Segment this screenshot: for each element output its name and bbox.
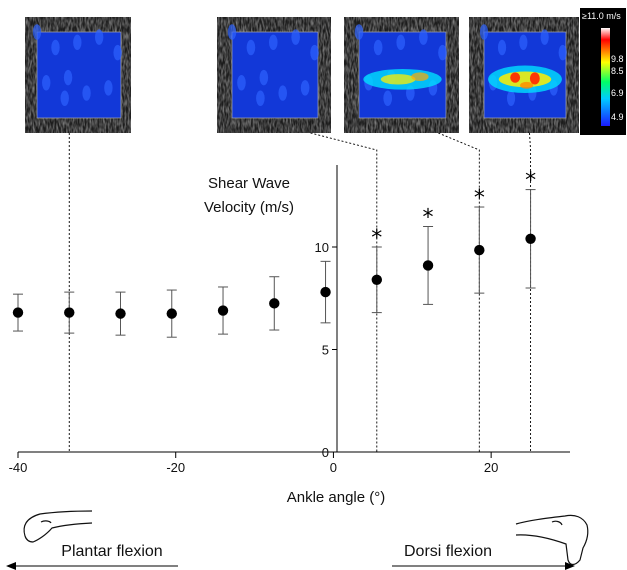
roi-texture-blob: [291, 29, 300, 45]
roi-texture-blob: [60, 90, 69, 106]
axes: [18, 165, 570, 453]
roi-texture-blob: [396, 34, 406, 51]
x-axis-label: Ankle angle (°): [287, 489, 386, 506]
roi-texture-blob: [497, 39, 507, 56]
dorsi-foot-icon: [515, 514, 589, 566]
y-axis-label-line-2: Velocity (m/s): [204, 199, 294, 216]
roi-texture-blob: [63, 69, 73, 86]
roi-texture-blob: [354, 24, 364, 40]
x-tick-label: 0: [330, 460, 337, 475]
data-point: [422, 260, 434, 271]
roi-texture-blob: [419, 29, 428, 45]
data-point: [525, 233, 536, 244]
colorbar-label: ≥11.0 m/s: [582, 11, 621, 21]
roi-texture-blob: [506, 90, 516, 106]
data-point: [269, 298, 280, 309]
x-tick-label: 20: [484, 460, 498, 475]
y-tick-label: 0: [322, 445, 329, 460]
roi-texture-blob: [373, 39, 383, 56]
colorbar-label: 6.9: [611, 88, 624, 98]
colorbar: ≥11.0 m/s 9.8 8.5 6.9 4.9: [580, 8, 626, 135]
roi-texture-blob: [246, 39, 256, 56]
roi-texture-blob: [438, 44, 447, 61]
y-axis-label-line-1: Shear Wave: [208, 175, 290, 192]
roi-texture-blob: [237, 75, 246, 91]
dorsi-flexion-annotation: Dorsi flexion: [392, 543, 575, 570]
roi-texture-blob: [227, 24, 237, 40]
y-tick-label: 10: [315, 240, 329, 255]
roi-texture-blob: [519, 34, 528, 51]
colorbar-label: 9.8: [611, 54, 624, 64]
data-point: [115, 308, 126, 319]
stiffness-blob: [510, 72, 521, 83]
significance-star: *: [474, 186, 485, 211]
roi-texture-blob: [278, 85, 288, 101]
roi-texture-blob: [310, 44, 319, 61]
roi-texture-blob: [42, 75, 51, 91]
elastography-insets: [25, 17, 579, 133]
stiffness-blob: [520, 81, 534, 89]
plantar-arrow-head: [6, 562, 16, 570]
stiffness-blob: [529, 72, 540, 85]
elastography-inset: [217, 17, 331, 133]
significance-star: *: [371, 226, 382, 251]
data-point: [12, 307, 24, 318]
roi-texture-blob: [558, 44, 567, 61]
significance-star: *: [525, 169, 536, 194]
roi-texture-blob: [256, 90, 265, 106]
roi-texture-blob: [479, 24, 489, 40]
y-tick-label: 5: [322, 343, 329, 358]
x-tick-label: -20: [166, 460, 185, 475]
data-point: [64, 307, 75, 318]
data-point: [371, 274, 382, 285]
colorbar-label: 8.5: [611, 66, 624, 76]
y-axis-ticks: 0 5 10: [315, 240, 337, 460]
roi-texture-blob: [113, 44, 122, 61]
roi-texture-blob: [73, 34, 82, 51]
stiffness-blob: [411, 72, 429, 82]
roi-texture-blob: [51, 39, 60, 56]
data-point: [217, 305, 229, 316]
foot-illustrations: [23, 510, 589, 566]
roi-texture-blob: [383, 90, 393, 106]
elastography-inset: [344, 17, 459, 133]
plantar-flexion-label: Plantar flexion: [61, 543, 162, 560]
x-tick-label: -40: [9, 460, 28, 475]
roi-texture-blob: [300, 80, 310, 96]
roi-texture-blob: [94, 29, 104, 45]
inset-connector-lines: [68, 132, 532, 452]
roi-texture-blob: [32, 24, 42, 40]
colorbar-gradient: [601, 28, 610, 126]
significance-star: *: [423, 206, 434, 231]
colorbar-label: 4.9: [611, 112, 624, 122]
roi-texture-blob: [259, 69, 269, 86]
roi-texture-blob: [104, 80, 113, 96]
connector-line: [438, 132, 480, 452]
roi-texture-blob: [540, 29, 549, 45]
data-point: [166, 308, 177, 319]
data-point: [320, 286, 331, 298]
data-points: * * * *: [12, 169, 536, 338]
roi-texture-blob: [82, 85, 91, 101]
elastography-inset: [469, 17, 579, 133]
plantar-foot-icon: [23, 510, 93, 543]
connector-line: [310, 132, 378, 452]
stiffness-blob: [380, 74, 416, 85]
dorsi-flexion-label: Dorsi flexion: [404, 543, 492, 560]
x-axis-ticks: -40 -20 0 20: [9, 452, 498, 475]
data-point: [474, 244, 485, 256]
dorsi-arrow-head: [565, 562, 575, 570]
elastography-inset: [25, 17, 131, 133]
roi-texture-blob: [268, 34, 278, 51]
plantar-flexion-annotation: Plantar flexion: [6, 543, 178, 570]
connector-line: [529, 132, 532, 452]
